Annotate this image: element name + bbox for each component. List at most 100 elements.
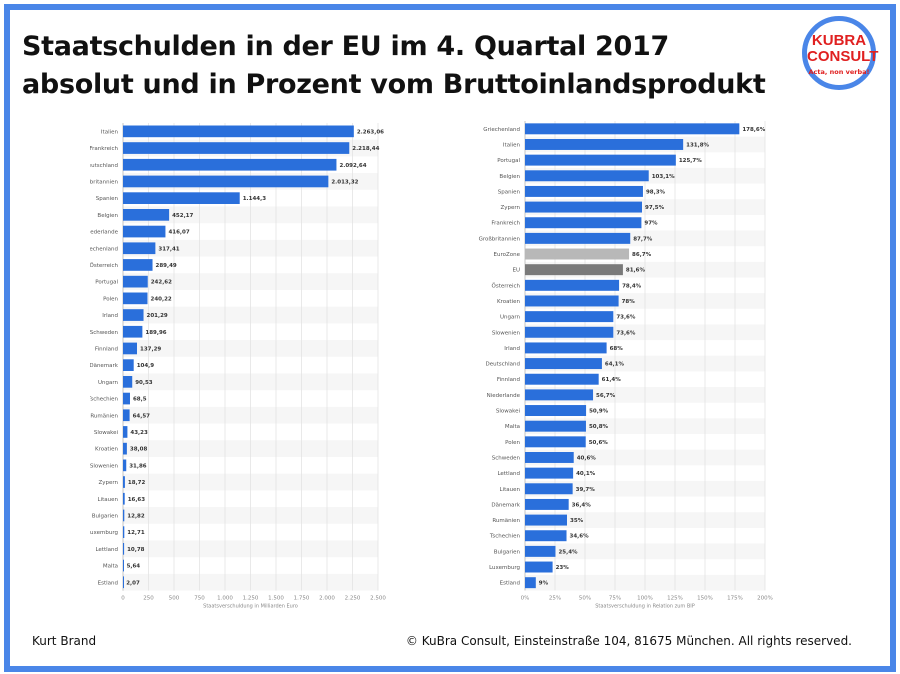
category-label: Belgien xyxy=(499,174,520,180)
data-label: 201,29 xyxy=(147,313,168,319)
chart-absolute-debt: 0 250 500 750 1.000 1.250 1.500 1.750 2.000 2.250… xyxy=(90,123,386,610)
category-label: Lettland xyxy=(95,547,118,553)
category-label: Litauen xyxy=(500,487,521,493)
data-label: 39,7% xyxy=(576,487,596,493)
data-label: 87,7% xyxy=(633,236,653,242)
bar-bulgarien xyxy=(525,545,556,557)
category-label: Italien xyxy=(101,129,119,135)
category-label: Zypern xyxy=(500,205,520,211)
x-tick-label: 2.000 xyxy=(319,596,335,602)
data-label: 104,9 xyxy=(137,363,155,369)
x-tick-label: 0 xyxy=(121,596,125,602)
data-label: 416,07 xyxy=(168,230,189,236)
category-label: Österreich xyxy=(90,262,119,269)
category-label: Finnland xyxy=(497,377,520,383)
data-label: 64,57 xyxy=(133,413,151,419)
bar-schweden xyxy=(525,451,574,463)
category-label: Bulgarien xyxy=(92,513,119,519)
category-label: Großbritannien xyxy=(90,179,119,185)
category-label: Estland xyxy=(98,580,118,586)
data-label: 64,1% xyxy=(605,362,625,368)
data-label: 12,71 xyxy=(127,530,145,536)
data-label: 125,7% xyxy=(679,158,702,164)
data-label: 5,64 xyxy=(127,564,141,570)
data-label: 2.218,44 xyxy=(352,146,379,152)
x-tick-label: 175% xyxy=(727,596,743,602)
x-tick-label: 750 xyxy=(194,596,205,602)
bar-österreich xyxy=(525,279,620,291)
category-label: Litauen xyxy=(98,497,119,503)
category-label: Slowenien xyxy=(492,330,521,336)
data-label: 2.092,64 xyxy=(339,163,366,169)
x-tick-label: 150% xyxy=(697,596,713,602)
bar-ungarn xyxy=(123,376,133,388)
bar-rumänien xyxy=(525,514,567,526)
data-label: 452,17 xyxy=(172,213,193,219)
bar-dänemark xyxy=(525,498,569,510)
bar-litauen xyxy=(123,492,125,505)
data-label: 97,5% xyxy=(645,205,665,211)
data-label: 73,6% xyxy=(616,330,636,336)
data-label: 61,4% xyxy=(602,377,622,383)
kubra-consult-logo: KUBRA CONSULT Acta, non verba! xyxy=(802,16,879,90)
category-label: Italien xyxy=(503,142,521,148)
bar-slowakei xyxy=(123,426,128,438)
slide-frame xyxy=(4,4,896,672)
category-label: Niederlande xyxy=(90,230,119,236)
x-tick-label: 2.500 xyxy=(370,596,386,602)
category-label: Luxemburg xyxy=(489,565,520,571)
bar-italien xyxy=(123,125,354,138)
data-label: 68% xyxy=(610,346,624,352)
data-label: 78% xyxy=(622,299,636,305)
data-label: 73,6% xyxy=(616,315,636,321)
bar-malta xyxy=(525,420,586,432)
bar-polen xyxy=(123,292,148,305)
bar-litauen xyxy=(525,483,573,495)
footer-author: Kurt Brand xyxy=(32,634,97,648)
bar-großbritannien xyxy=(123,175,329,188)
data-label: 2,07 xyxy=(126,580,140,586)
bar-kroatien xyxy=(123,442,127,455)
data-label: 1.144,3 xyxy=(243,196,266,202)
category-label: Rumänien xyxy=(492,518,520,524)
bar-großbritannien xyxy=(525,232,631,244)
data-label: 9% xyxy=(539,581,549,587)
category-label: Österreich xyxy=(492,282,521,289)
bar-zypern xyxy=(123,476,125,488)
x-tick-label: 1.750 xyxy=(294,596,310,602)
category-label: Irland xyxy=(504,346,520,352)
bar-rumänien xyxy=(123,409,130,422)
bar-griechenland xyxy=(123,242,156,255)
bar-portugal xyxy=(123,275,148,288)
category-label: Kroatien xyxy=(497,299,521,305)
category-label: Spanien xyxy=(96,196,119,202)
data-label: 86,7% xyxy=(632,252,652,258)
category-label: Ungarn xyxy=(98,380,119,386)
x-tick-label: 200% xyxy=(757,596,773,602)
bar-griechenland xyxy=(525,123,740,135)
bar-finnland xyxy=(123,342,138,355)
bar-niederlande xyxy=(123,225,166,238)
data-label: 103,1% xyxy=(652,174,675,180)
bar-eu xyxy=(525,264,623,276)
category-label: Zypern xyxy=(98,480,118,486)
category-label: Großbritannien xyxy=(479,236,521,242)
category-label: Spanien xyxy=(498,189,521,195)
data-label: 90,53 xyxy=(135,380,153,386)
x-tick-label: 50% xyxy=(579,596,591,602)
bar-kroatien xyxy=(525,295,619,307)
data-label: 36,4% xyxy=(572,502,592,508)
chart-debt-percent-gdp: 0% 25% 50% 75% 100% 125% 150% 175% 200% Staatsver… xyxy=(479,121,773,610)
logo-text-2: CONSULT xyxy=(807,48,879,65)
bar-deutschland xyxy=(123,158,337,171)
bar-dänemark xyxy=(123,359,134,371)
bar-niederlande xyxy=(525,389,594,401)
data-label: 317,41 xyxy=(158,246,179,252)
category-label: Polen xyxy=(505,440,520,446)
data-label: 12,82 xyxy=(127,513,145,519)
data-label: 240,22 xyxy=(151,296,172,302)
category-label: Tschechien xyxy=(489,534,521,540)
title-line-2: absolut und in Prozent vom Bruttoinlands… xyxy=(22,69,766,100)
bar-ungarn xyxy=(525,311,614,323)
category-label: Bulgarien xyxy=(494,549,521,555)
